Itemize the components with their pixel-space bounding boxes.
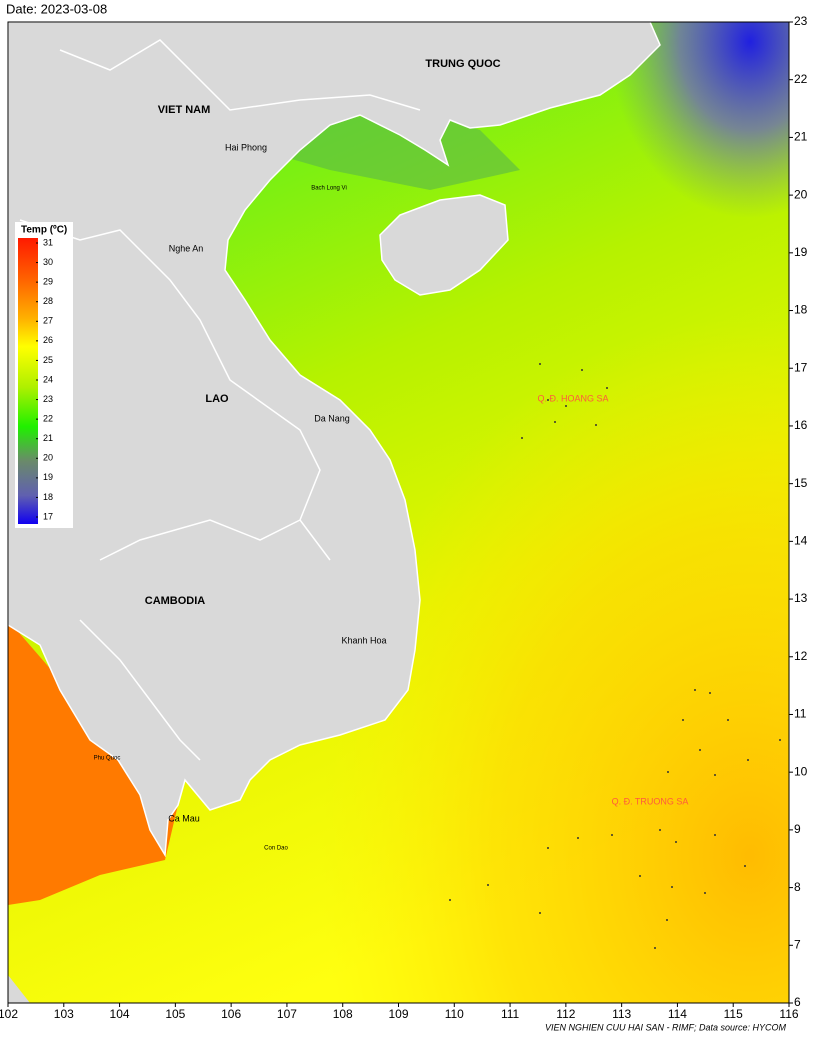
legend-tick-label: 30 <box>43 257 53 267</box>
place-label: TRUNG QUOC <box>425 58 500 70</box>
archipelago-label: Q. Đ. TRUONG SA <box>612 796 689 806</box>
x-tick-label: 104 <box>110 1007 130 1021</box>
place-label: Con Dao <box>264 846 288 852</box>
legend-tick-label: 18 <box>43 492 53 502</box>
place-label: Khanh Hoa <box>341 635 386 645</box>
map-area <box>8 22 789 1003</box>
y-tick-label: 17 <box>794 360 808 374</box>
archipelago-label: Q. Đ. HOANG SA <box>537 393 608 403</box>
land <box>8 22 661 858</box>
legend: Temp (ºC) 31 30 29 28 27 26 25 24 23 22 21 20 19 18 17 <box>15 222 73 528</box>
credit: VIEN NGHIEN CUU HAI SAN - RIMF; Data sou… <box>545 1022 787 1032</box>
y-tick-label: 9 <box>794 822 801 836</box>
x-tick-label: 116 <box>779 1007 798 1021</box>
gulf-of-thailand-warm <box>8 620 185 905</box>
y-tick-label: 23 <box>794 14 808 28</box>
x-tick-label: 105 <box>165 1007 185 1021</box>
legend-title: Temp (ºC) <box>21 225 67 236</box>
legend-tick-label: 24 <box>43 374 53 384</box>
x-tick-label: 106 <box>221 1007 241 1021</box>
legend-tick-label: 19 <box>43 472 53 482</box>
y-tick-label: 7 <box>794 937 801 951</box>
place-label: Da Nang <box>314 413 350 423</box>
place-label: Bach Long Vi <box>311 186 347 192</box>
y-tick-label: 18 <box>794 303 808 317</box>
place-label: Hai Phong <box>225 142 267 152</box>
x-tick-label: 108 <box>333 1007 353 1021</box>
y-tick-label: 6 <box>794 995 801 1009</box>
legend-tick-label: 31 <box>43 237 53 247</box>
legend-tick-label: 22 <box>43 414 53 424</box>
legend-tick-label: 20 <box>43 453 53 463</box>
legend-tick-label: 28 <box>43 296 53 306</box>
y-tick-label: 10 <box>794 764 808 778</box>
x-tick-label: 103 <box>54 1007 74 1021</box>
y-tick-label: 11 <box>794 707 807 721</box>
place-label: Phu Quoc <box>94 756 121 762</box>
y-tick-label: 20 <box>794 187 808 201</box>
x-tick-label: 102 <box>0 1007 18 1021</box>
legend-tick-label: 23 <box>43 394 53 404</box>
legend-tick-label: 21 <box>43 433 53 443</box>
place-label: CAMBODIA <box>145 595 206 607</box>
y-tick-label: 8 <box>794 880 801 894</box>
legend-tick-label: 29 <box>43 277 53 287</box>
y-tick-label: 16 <box>794 418 808 432</box>
y-tick-label: 12 <box>794 649 808 663</box>
y-tick-label: 22 <box>794 72 808 86</box>
x-tick-label: 114 <box>668 1007 687 1021</box>
x-tick-label: 107 <box>277 1007 297 1021</box>
x-tick-label: 109 <box>388 1007 408 1021</box>
x-tick-label: 110 <box>445 1007 464 1021</box>
islands <box>449 363 781 949</box>
place-label: Nghe An <box>169 243 204 253</box>
color-bar <box>18 238 38 524</box>
x-tick-label: 112 <box>556 1007 575 1021</box>
legend-tick-label: 25 <box>43 355 53 365</box>
place-label: VIET NAM <box>158 104 211 116</box>
y-tick-label: 14 <box>794 534 808 548</box>
borders <box>19 39 421 761</box>
x-tick-label: 113 <box>612 1007 631 1021</box>
legend-tick-label: 17 <box>43 511 53 521</box>
x-tick-label: 111 <box>501 1007 520 1021</box>
y-tick-label: 21 <box>794 130 808 144</box>
x-tick-label: 115 <box>724 1007 743 1021</box>
legend-tick-label: 27 <box>43 316 53 326</box>
hainan-island <box>379 194 509 296</box>
place-label: Ca Mau <box>168 813 200 823</box>
place-label: LAO <box>205 393 229 405</box>
legend-tick-label: 26 <box>43 335 53 345</box>
y-tick-label: 13 <box>794 591 808 605</box>
y-tick-label: 19 <box>794 245 808 259</box>
y-tick-label: 15 <box>794 476 808 490</box>
date-label: Date: 2023-03-08 <box>6 1 107 16</box>
land-corner <box>8 975 30 1003</box>
